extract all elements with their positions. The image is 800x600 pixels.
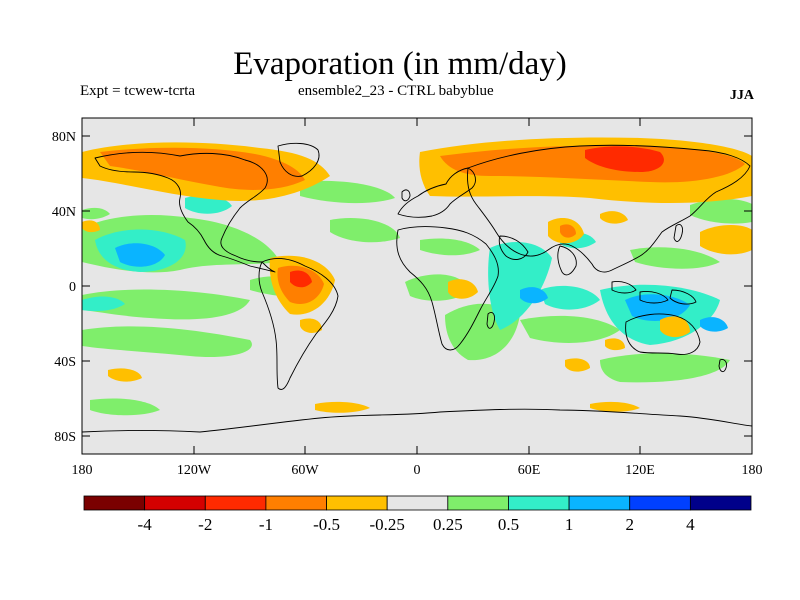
lon-label: 180 [72,463,93,478]
colorbar-label: 0.5 [498,515,519,534]
colorbar-swatch [265,495,327,511]
colorbar-swatch [386,495,449,511]
lon-label: 120W [177,463,212,478]
map-title: Evaporation (in mm/day) [233,46,567,82]
coastlines [82,142,752,433]
colorbar-label: 4 [686,515,695,534]
colorbar-swatch [447,495,509,511]
colorbar-label: 0.25 [433,515,463,534]
colorbar-label: -4 [138,515,153,534]
lon-ticks [193,118,641,454]
experiment-label: Expt = tcwew-tcrta [80,83,196,99]
season-label: JJA [729,88,754,103]
negative-large-anomaly-regions [290,146,664,288]
ensemble-label: ensemble2_23 - CTRL babyblue [298,83,494,99]
lat-label: 0 [69,280,76,295]
colorbar-label: 1 [565,515,574,534]
colorbar-label: 2 [625,515,634,534]
lon-label: 120E [625,463,655,478]
lon-label: 60E [518,463,541,478]
colorbar-swatch [508,495,570,511]
colorbar-swatch [204,495,267,511]
colorbar: -4 -2 -1 -0.5 -0.25 0.25 0.5 1 2 4 [83,495,752,534]
colorbar-swatch [689,495,752,511]
lon-labels: 180 120W 60W 0 60E 120E 180 [72,463,763,478]
colorbar-label: -2 [198,515,212,534]
colorbar-swatch [629,495,691,511]
lat-ticks [82,135,752,437]
lat-label: 80S [54,430,76,445]
colorbar-swatch [568,495,631,511]
colorbar-swatch [83,495,146,511]
anomaly-fill-layer [82,137,752,416]
lon-label: 0 [414,463,421,478]
lat-label: 40N [52,205,76,220]
lon-label: 60W [291,463,319,478]
colorbar-label: -0.5 [313,515,340,534]
colorbar-swatch [144,495,206,511]
colorbar-label: -0.25 [369,515,404,534]
lat-label: 80N [52,130,76,145]
lat-labels: 80N 40N 0 40S 80S [52,130,76,445]
colorbar-label: -1 [259,515,273,534]
lon-label: 180 [742,463,763,478]
colorbar-swatch [326,495,388,511]
lat-label: 40S [54,355,76,370]
